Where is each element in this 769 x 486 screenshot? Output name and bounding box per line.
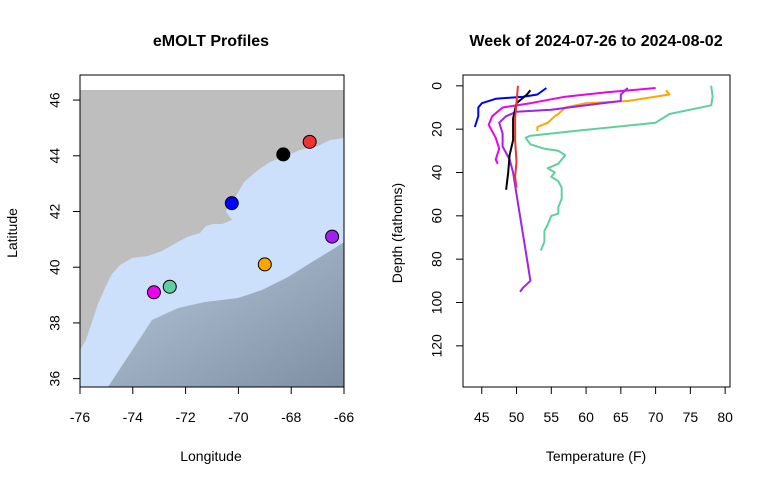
profile-x-tick-label: 75 — [683, 409, 699, 425]
map-x-label: Longitude — [180, 448, 242, 464]
map-x-tick-label: -68 — [281, 409, 301, 425]
deep-ocean — [108, 242, 344, 387]
station-point — [276, 147, 291, 162]
map-background — [80, 90, 344, 387]
profile-x-tick-label: 55 — [544, 409, 560, 425]
station-point — [146, 285, 161, 300]
profile-series-line — [524, 85, 714, 251]
profile-x-tick-label: 65 — [613, 409, 629, 425]
station-point — [257, 257, 272, 272]
profile-lines — [473, 85, 714, 293]
map-y-tick-label: 42 — [47, 204, 63, 220]
map-y-label: Latitude — [4, 208, 20, 258]
map-x-tick-label: -66 — [334, 409, 354, 425]
profile-y-tick-label: 120 — [429, 334, 445, 358]
profile-series-line — [498, 87, 629, 293]
profile-series-line — [505, 89, 532, 190]
map-x-tick-label: -72 — [175, 409, 195, 425]
station-point — [325, 229, 340, 244]
profile-x-tick-label: 60 — [578, 409, 594, 425]
station-point — [302, 134, 317, 149]
profile-x-axis: 45 50 55 60 65 70 75 80 — [474, 386, 733, 425]
profile-series-line — [487, 87, 656, 165]
profile-x-tick-label: 50 — [509, 409, 525, 425]
profile-x-tick-label: 80 — [717, 409, 733, 425]
profile-panel: Week of 2024-07-26 to 2024-08-02 45 50 55 6… — [389, 33, 733, 464]
map-title: eMOLT Profiles — [153, 33, 269, 50]
map-y-axis: 36 38 40 42 44 46 — [47, 92, 81, 387]
profile-series-line — [514, 85, 519, 188]
profile-frame — [462, 74, 731, 388]
map-y-tick-label: 36 — [47, 371, 63, 387]
profile-series-line — [473, 87, 547, 128]
map-y-tick-label: 40 — [47, 259, 63, 275]
map-x-tick-label: -70 — [228, 409, 248, 425]
station-point — [224, 196, 239, 211]
map-x-tick-label: -76 — [70, 409, 90, 425]
profile-title: Week of 2024-07-26 to 2024-08-02 — [469, 33, 722, 50]
map-x-axis: -76 -74 -72 -70 -68 -66 — [70, 386, 354, 425]
profile-y-label: Depth (fathoms) — [389, 183, 405, 283]
profile-y-tick-label: 20 — [429, 121, 445, 137]
profile-series-line — [536, 89, 671, 132]
map-points — [146, 134, 340, 300]
map-y-tick-label: 38 — [47, 315, 63, 331]
profile-x-tick-label: 45 — [474, 409, 490, 425]
profile-y-axis: 0 20 40 60 80 100 120 — [429, 82, 464, 358]
map-y-tick-label: 46 — [47, 92, 63, 108]
profile-y-tick-label: 0 — [429, 82, 445, 90]
map-y-tick-label: 44 — [47, 148, 63, 164]
profile-x-label: Temperature (F) — [546, 448, 646, 464]
profile-y-tick-label: 60 — [429, 208, 445, 224]
profile-x-tick-label: 70 — [648, 409, 664, 425]
profile-y-tick-label: 40 — [429, 165, 445, 181]
profile-y-tick-label: 80 — [429, 251, 445, 267]
profile-y-tick-label: 100 — [429, 291, 445, 315]
station-point — [162, 279, 177, 294]
map-x-tick-label: -74 — [123, 409, 143, 425]
map-panel: eMOLT Profiles -76 -74 -72 -70 -68 -66 36 38 40… — [4, 33, 354, 464]
